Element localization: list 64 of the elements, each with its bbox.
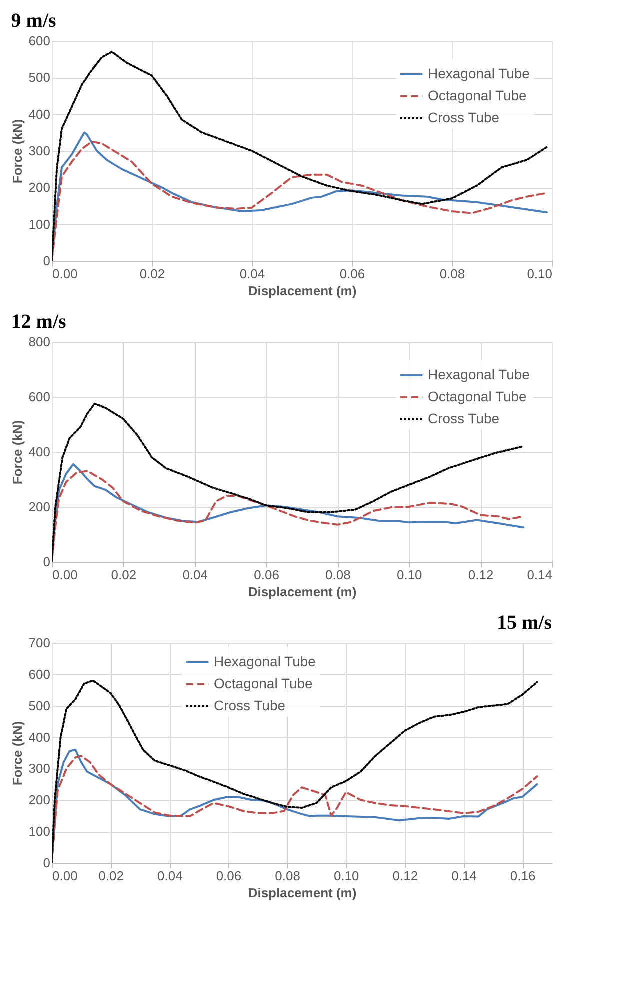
y-tick-label: 800	[28, 334, 50, 350]
x-tick-label: 0.00	[52, 266, 78, 282]
x-tick-label: 0.10	[334, 868, 360, 884]
y-tick-label: 300	[28, 761, 50, 776]
y-tick-label: 600	[28, 666, 50, 682]
y-tick-label: 0	[43, 254, 50, 268]
x-tick-label: 0.14	[527, 568, 552, 582]
x-tick-label: 0.08	[326, 568, 351, 582]
y-tick-label: 600	[28, 390, 50, 404]
x-tick-label: 0.08	[275, 868, 300, 884]
x-tick-label: 0.06	[254, 568, 280, 582]
x-tick-label: 0.02	[140, 266, 166, 282]
x-tick-label: 0.00	[52, 868, 78, 884]
legend-label: Hexagonal Tube	[428, 366, 530, 382]
x-tick-label: 0.04	[182, 568, 208, 582]
y-tick-label: 200	[28, 180, 50, 196]
x-tick-label: 0.08	[440, 266, 466, 282]
y-tick-label: 300	[28, 144, 50, 158]
x-tick-label: 0.06	[216, 868, 242, 884]
x-tick-label: 0.04	[240, 266, 266, 282]
x-tick-label: 0.10	[527, 266, 552, 282]
y-tick-label: 400	[28, 444, 50, 460]
x-tick-label: 0.16	[510, 868, 536, 884]
y-tick-label: 500	[28, 70, 50, 86]
y-axis-title: Force (kN)	[10, 420, 25, 485]
y-tick-label: 200	[28, 500, 50, 514]
y-tick-label: 100	[28, 216, 50, 232]
x-tick-label: 0.12	[468, 568, 494, 582]
y-axis-title: Force (kN)	[10, 721, 25, 786]
legend-label: Octagonal Tube	[214, 676, 314, 692]
line-series	[52, 680, 538, 863]
x-axis-title: Displacement (m)	[248, 886, 357, 900]
chart-title: 9 m/s	[11, 10, 57, 32]
legend-label: Cross Tube	[214, 698, 286, 714]
y-tick-label: 400	[28, 106, 50, 122]
x-tick-label: 0.14	[452, 868, 477, 884]
legend-label: Octagonal Tube	[428, 88, 528, 104]
x-tick-label: 0.06	[340, 266, 366, 282]
legend-label: Cross Tube	[428, 410, 500, 426]
x-tick-label: 0.02	[98, 868, 124, 884]
y-axis-title: Force (kN)	[10, 119, 25, 184]
legend-label: Hexagonal Tube	[214, 654, 316, 670]
legend-label: Octagonal Tube	[428, 388, 528, 404]
legend-label: Cross Tube	[428, 110, 500, 126]
y-tick-label: 0	[43, 856, 50, 870]
x-tick-label: 0.04	[157, 868, 183, 884]
line-series	[52, 51, 548, 261]
x-tick-label: 0.02	[111, 568, 137, 582]
y-tick-label: 500	[28, 698, 50, 714]
y-tick-label: 0	[43, 554, 50, 570]
chart-title: 15 m/s	[497, 612, 552, 634]
y-tick-label: 100	[28, 824, 50, 840]
y-tick-label: 700	[28, 636, 50, 650]
line-series	[52, 402, 524, 562]
x-axis-title: Displacement (m)	[248, 584, 357, 600]
x-axis-title: Displacement (m)	[248, 284, 357, 298]
legend-label: Hexagonal Tube	[428, 66, 530, 82]
y-tick-label: 200	[28, 792, 50, 808]
y-tick-label: 600	[28, 34, 50, 48]
y-tick-label: 400	[28, 730, 50, 745]
chart-title: 12 m/s	[11, 311, 67, 333]
x-tick-label: 0.12	[392, 868, 418, 884]
x-tick-label: 0.00	[52, 568, 78, 582]
x-tick-label: 0.10	[396, 568, 422, 582]
